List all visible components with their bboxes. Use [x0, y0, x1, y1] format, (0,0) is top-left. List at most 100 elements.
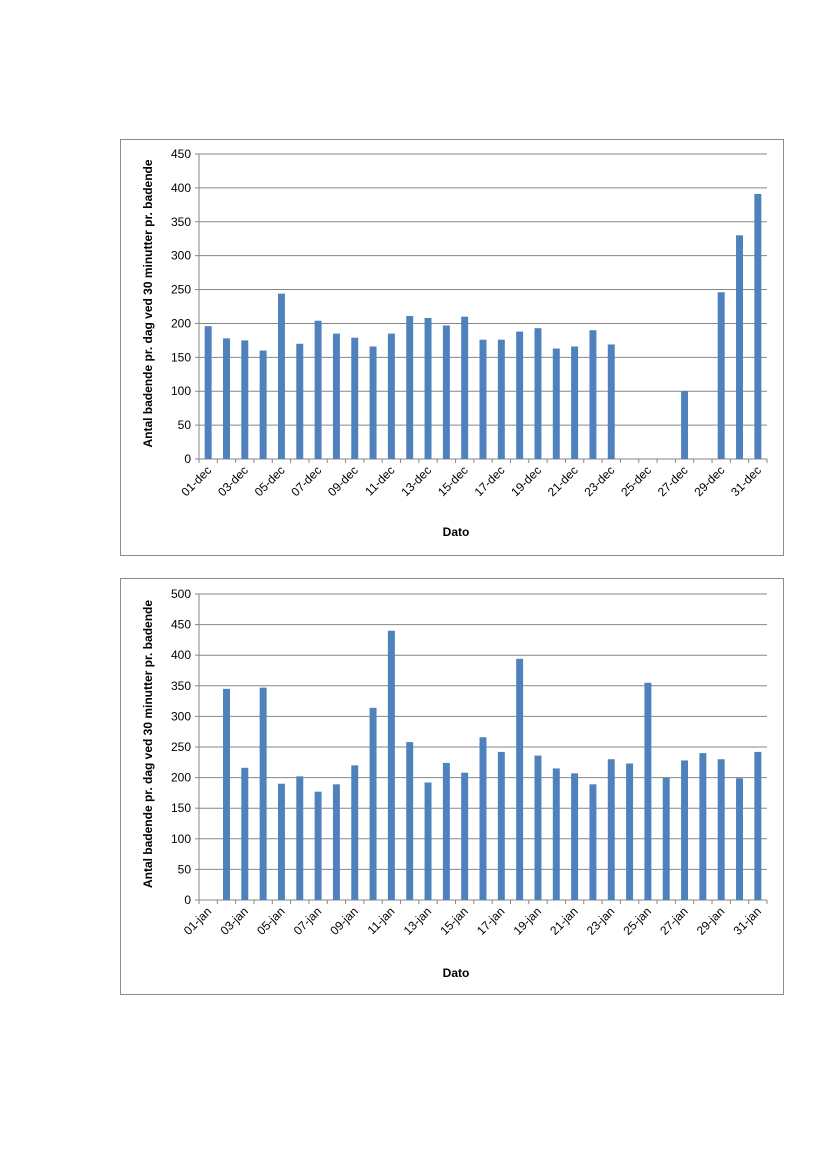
y-tick-label: 300	[171, 249, 191, 263]
bar	[534, 755, 542, 900]
y-tick-label: 200	[171, 771, 191, 785]
bar	[662, 777, 670, 900]
y-tick-label: 0	[184, 893, 191, 907]
bar	[589, 784, 597, 900]
x-tick-label: 19-dec	[508, 463, 544, 499]
x-tick-label: 25-dec	[618, 463, 654, 499]
bar	[314, 320, 322, 459]
x-tick-label: 11-dec	[362, 463, 397, 498]
bar	[681, 391, 689, 459]
bar	[424, 782, 432, 900]
bar	[406, 315, 414, 459]
bar	[497, 339, 505, 459]
bar	[277, 783, 285, 900]
bar	[314, 791, 322, 900]
y-tick-label: 300	[171, 709, 191, 723]
bar	[534, 328, 542, 459]
x-tick-label: 21-dec	[545, 463, 581, 499]
y-tick-label: 350	[171, 215, 191, 229]
january-chart: 0 50 100 150 200 250 300 350 400 450 500 01-jan 03-j…	[120, 578, 784, 995]
x-tick-label: 31-jan	[730, 904, 763, 937]
y-tick-label: 50	[178, 862, 192, 876]
bar	[387, 630, 395, 900]
bar	[277, 293, 285, 459]
x-axis-title: Dato	[443, 966, 470, 980]
y-tick-label: 50	[178, 418, 192, 432]
bar	[571, 346, 579, 459]
x-tick-label: 13-dec	[398, 463, 434, 499]
bar	[406, 742, 414, 900]
bar	[699, 753, 707, 900]
x-tick-label: 13-jan	[401, 904, 434, 937]
y-tick-label: 350	[171, 679, 191, 693]
x-tick-label: 01-jan	[181, 904, 214, 937]
y-tick-label: 450	[171, 618, 191, 632]
x-tick-label: 07-dec	[288, 463, 324, 499]
x-tick-label: 27-jan	[657, 904, 690, 937]
bar	[571, 773, 579, 900]
x-tick-label: 23-dec	[582, 463, 618, 499]
bar	[204, 326, 212, 459]
x-tick-label: 19-jan	[511, 904, 544, 937]
y-tick-label: 500	[171, 587, 191, 601]
y-tick-label: 250	[171, 283, 191, 297]
bar	[717, 292, 725, 459]
x-tick-label: 07-jan	[291, 904, 324, 937]
x-tick-label: 09-dec	[325, 463, 361, 499]
x-tick-label: 01-dec	[178, 463, 214, 499]
y-axis-title: Antal badende pr. dag ved 30 minutter pr…	[141, 159, 155, 447]
bar	[296, 776, 304, 900]
bar	[442, 325, 450, 459]
bar	[736, 778, 743, 900]
bar	[369, 346, 377, 459]
y-tick-label: 100	[171, 384, 191, 398]
bar	[552, 768, 560, 900]
y-tick-label: 250	[171, 740, 191, 754]
bar	[351, 765, 359, 900]
x-tick-label: 15-jan	[437, 904, 470, 937]
bar	[259, 687, 267, 900]
x-tick-label: 09-jan	[327, 904, 360, 937]
bar	[387, 333, 395, 459]
bar	[516, 658, 524, 900]
bar	[223, 688, 230, 900]
y-tick-label: 450	[171, 147, 191, 161]
bar	[644, 682, 652, 900]
x-tick-label: 29-dec	[691, 463, 727, 499]
bar	[369, 707, 377, 900]
bar	[589, 330, 597, 459]
y-tick-label: 150	[171, 350, 191, 364]
x-tick-label: 05-dec	[252, 463, 288, 499]
bar	[479, 339, 487, 459]
bar	[516, 331, 524, 459]
bar	[754, 193, 762, 459]
december-chart: 0 50 100 150 200 250 300 350 400 450 01-dec 03-dec 0…	[120, 139, 784, 556]
x-tick-label: 27-dec	[655, 463, 691, 499]
january-chart-svg: 0 50 100 150 200 250 300 350 400 450 500 01-jan 03-j…	[141, 587, 768, 980]
bar	[717, 759, 725, 900]
y-tick-label: 200	[171, 316, 191, 330]
bar	[241, 767, 249, 900]
bar	[497, 751, 505, 900]
bar	[607, 344, 615, 459]
x-tick-label: 21-jan	[547, 904, 580, 937]
bar	[479, 737, 487, 900]
bar	[259, 350, 267, 459]
x-tick-label: 31-dec	[728, 463, 764, 499]
x-tick-label: 05-jan	[254, 904, 287, 937]
bar	[332, 784, 340, 900]
bar	[461, 772, 469, 900]
bar	[681, 760, 689, 900]
x-tick-label: 17-dec	[472, 463, 508, 499]
y-tick-label: 0	[184, 452, 191, 466]
y-tick-label: 400	[171, 181, 191, 195]
x-tick-label: 17-jan	[474, 904, 507, 937]
y-axis-title: Antal badende pr. dag ved 30 minutter pr…	[141, 600, 155, 888]
bar	[607, 759, 615, 900]
bar	[296, 343, 304, 459]
y-tick-label: 150	[171, 801, 191, 815]
bar	[351, 337, 359, 459]
bar	[552, 348, 560, 459]
bar	[424, 318, 432, 459]
